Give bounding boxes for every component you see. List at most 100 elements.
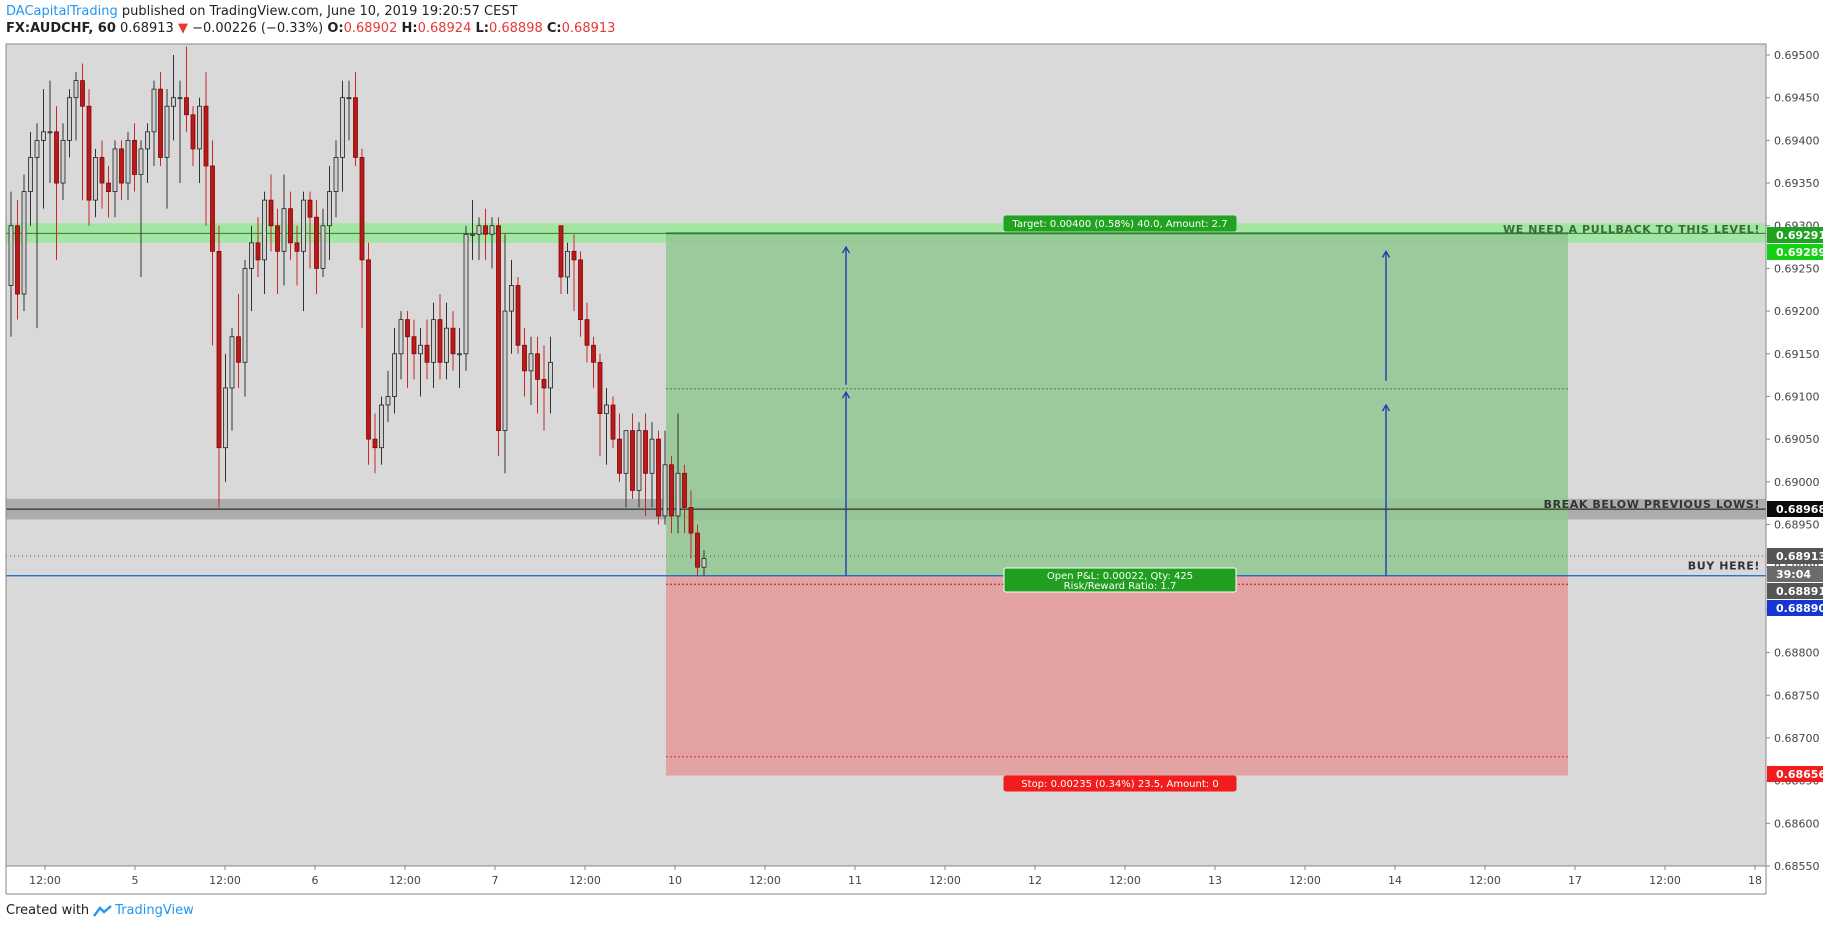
candle-body: [597, 361, 603, 414]
candle-body: [41, 131, 46, 141]
candle-body: [649, 438, 655, 474]
candle-body: [229, 336, 235, 389]
candle-body: [203, 105, 209, 167]
candle-body: [636, 430, 642, 491]
time-tick-label: 12:00: [1109, 874, 1141, 887]
price-tick-label: 0.69250: [1774, 262, 1820, 275]
candle-body: [444, 327, 449, 363]
candle-body: [496, 225, 501, 432]
candle-body: [372, 438, 378, 449]
tradingview-brand[interactable]: TradingView: [115, 903, 194, 918]
candle-body: [158, 88, 163, 158]
candle-body: [262, 199, 267, 261]
support-zone-label: BREAK BELOW PREVIOUS LOWS!: [1544, 498, 1760, 511]
price-label-text-countdown: 39:04: [1776, 568, 1811, 581]
candle-body: [424, 344, 430, 363]
candle-body: [457, 353, 462, 356]
price-tick-label: 0.69150: [1774, 348, 1820, 361]
time-tick-label: 18: [1748, 874, 1762, 887]
candle-body: [359, 157, 365, 261]
candle-body: [171, 97, 176, 107]
low-value: 0.68898: [488, 21, 543, 36]
price-label-text-pnl: 0.68891: [1776, 585, 1826, 598]
stop-label-box: [1003, 775, 1237, 792]
candle-body: [15, 225, 20, 295]
time-tick-label: 12:00: [389, 874, 421, 887]
pnl-label-box: [1003, 567, 1237, 593]
time-tick-label: 12:00: [1649, 874, 1681, 887]
candle-body: [565, 250, 570, 278]
candle-body: [268, 199, 274, 227]
upper-arrow-right-head: [1381, 249, 1391, 258]
price-tick-label: 0.68550: [1774, 860, 1820, 873]
candle-body: [558, 225, 564, 278]
price-label-text-current: 0.68913: [1776, 550, 1826, 563]
candle-body: [47, 131, 53, 134]
time-tick-label: 12:00: [209, 874, 241, 887]
target-zone: [666, 235, 1568, 576]
candle-body: [333, 157, 339, 192]
stop-zone: [666, 575, 1568, 776]
lower-arrow-right-head: [1381, 403, 1391, 412]
candle-body: [541, 378, 547, 389]
candle-body: [54, 131, 59, 184]
candle-body: [411, 336, 417, 355]
published-text: published on TradingView.com, June 10, 2…: [121, 4, 518, 19]
candle-body: [604, 404, 609, 414]
open-label: O:: [327, 21, 344, 36]
candle-body: [164, 105, 170, 158]
time-tick-label: 12:00: [1469, 874, 1501, 887]
publisher-line: DACapitalTrading published on TradingVie…: [6, 4, 518, 19]
price-tick-label: 0.69400: [1774, 134, 1820, 147]
candle-body: [437, 319, 443, 363]
candle-body: [67, 97, 72, 141]
candle-body: [327, 191, 332, 227]
price-label-level: [1767, 501, 1823, 517]
candle-body: [489, 225, 495, 235]
price-tick-label: 0.69050: [1774, 433, 1820, 446]
candle-body: [463, 233, 469, 355]
symbol-interval: FX:AUDCHF, 60: [6, 21, 116, 36]
candle-body: [571, 250, 577, 261]
price-tick-label: 0.69100: [1774, 390, 1820, 403]
down-arrow-icon: ▼: [177, 21, 188, 36]
price-change: −0.00226 (−0.33%): [192, 21, 324, 36]
price-tick-label: 0.68950: [1774, 519, 1820, 532]
candle-body: [106, 182, 111, 192]
candle-body: [255, 242, 261, 261]
candle-body: [314, 216, 319, 269]
author-link[interactable]: DACapitalTrading: [6, 4, 118, 19]
price-tick-label: 0.69200: [1774, 305, 1820, 318]
candle-body: [119, 148, 124, 184]
price-label-stop: [1767, 766, 1823, 782]
candle-body: [125, 139, 131, 184]
candle-body: [584, 319, 590, 346]
time-tick-label: 17: [1568, 874, 1582, 887]
candle-body: [578, 259, 583, 321]
time-tick-label: 12:00: [929, 874, 961, 887]
candle-body: [656, 438, 661, 517]
candle-body: [242, 268, 248, 363]
price-tick-label: 0.68600: [1774, 817, 1820, 830]
last-price: 0.68913: [120, 21, 174, 36]
candle-body: [528, 353, 534, 372]
pnl-label-text-2: Risk/Reward Ratio: 1.7: [1064, 581, 1177, 592]
target-label-text: Target: 0.00400 (0.58%) 40.0, Amount: 2.…: [1011, 219, 1227, 230]
price-label-countdown: [1767, 566, 1823, 582]
candle-body: [662, 464, 668, 517]
candle-body: [385, 396, 391, 406]
price-label-text-target2: 0.69289: [1776, 246, 1826, 259]
candle-body: [177, 97, 183, 100]
symbol-line: FX:AUDCHF, 60 0.68913 ▼ −0.00226 (−0.33%…: [6, 21, 615, 36]
candle-body: [379, 404, 384, 449]
candle-body: [431, 319, 436, 363]
candle-body: [145, 131, 150, 150]
time-tick-label: 12:00: [29, 874, 61, 887]
candle-body: [535, 353, 540, 380]
price-tick-label: 0.69500: [1774, 49, 1820, 62]
candle-body: [184, 97, 189, 116]
time-tick-label: 12:00: [569, 874, 601, 887]
resistance-zone-label: WE NEED A PULLBACK TO THIS LEVEL!: [1503, 223, 1760, 236]
candle-body: [502, 310, 508, 432]
